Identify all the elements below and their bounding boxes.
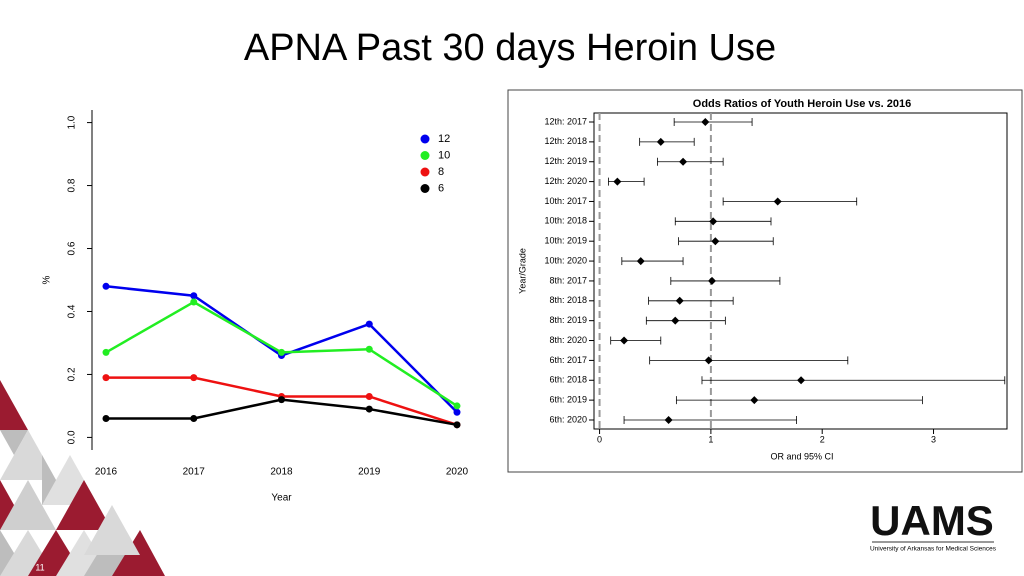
logo-subtitle: University of Arkansas for Medical Scien…	[870, 546, 997, 553]
data-point	[453, 408, 461, 416]
chart-title: Odds Ratios of Youth Heroin Use vs. 2016	[693, 98, 911, 110]
data-point	[190, 292, 198, 300]
data-point	[102, 374, 110, 382]
y-tick-label: 12th: 2019	[544, 156, 587, 166]
odds-ratio-point	[664, 416, 673, 424]
x-axis-label: Year	[271, 493, 292, 504]
odds-ratio-point	[797, 376, 806, 385]
x-tick-label: 2018	[270, 467, 293, 478]
x-tick-label: 3	[931, 434, 936, 444]
legend-swatch	[420, 134, 430, 144]
odds-ratio-point	[711, 237, 720, 246]
y-tick-label: 0.0	[67, 430, 78, 444]
odds-ratio-point	[773, 197, 782, 206]
y-tick-label: 8th: 2017	[549, 275, 587, 285]
y-tick-label: 0.2	[67, 367, 78, 381]
y-axis-label: %	[42, 275, 53, 284]
y-tick-label: 6th: 2018	[549, 375, 587, 385]
chart-frame	[507, 89, 1023, 473]
data-point	[278, 396, 285, 404]
legend-label: 6	[438, 182, 444, 194]
y-tick-label: 1.0	[67, 115, 78, 129]
x-tick-label: 1	[708, 434, 713, 444]
odds-ratio-point	[675, 296, 684, 305]
legend-swatch	[420, 151, 430, 160]
odds-ratio-point	[709, 217, 718, 226]
y-tick-label: 0.4	[67, 304, 78, 318]
x-tick-label: 2017	[183, 467, 206, 478]
legend-swatch	[420, 167, 430, 177]
page-number: 11	[35, 562, 44, 572]
x-tick-label: 2	[820, 434, 825, 444]
data-point	[453, 421, 461, 429]
odds-ratio-point	[656, 137, 665, 146]
y-axis-label: Year/Grade	[517, 248, 527, 294]
data-point	[365, 405, 373, 413]
odds-ratio-point	[671, 316, 680, 325]
legend-label: 8	[438, 166, 444, 178]
logo: UAMS	[870, 497, 994, 544]
data-point	[190, 298, 198, 306]
data-point	[278, 348, 285, 356]
y-tick-label: 12th: 2017	[544, 116, 587, 126]
data-point	[190, 415, 198, 423]
odds-ratio-point	[701, 118, 710, 126]
y-tick-label: 8th: 2018	[549, 295, 587, 305]
odds-ratio-point	[708, 276, 716, 285]
y-tick-label: 6th: 2017	[549, 355, 587, 365]
data-point	[365, 392, 373, 400]
x-tick-label: 2020	[446, 467, 469, 478]
y-tick-label: 8th: 2020	[549, 335, 587, 345]
y-tick-label: 8th: 2019	[549, 315, 587, 325]
odds-ratio-point	[636, 257, 645, 266]
data-point	[365, 345, 373, 353]
odds-ratio-point	[620, 336, 629, 345]
legend-swatch	[420, 184, 430, 193]
odds-ratio-point	[679, 157, 688, 166]
data-point	[102, 282, 110, 290]
data-point	[102, 415, 110, 423]
odds-ratio-point	[704, 356, 713, 365]
plot-frame	[593, 112, 1008, 430]
y-tick-label: 0.6	[67, 241, 78, 255]
y-tick-label: 0.8	[67, 178, 78, 192]
y-tick-label: 10th: 2017	[544, 196, 587, 206]
y-tick-label: 12th: 2018	[544, 136, 587, 146]
x-tick-label: 2019	[358, 467, 381, 478]
decoration	[0, 380, 165, 576]
series-line	[106, 398, 458, 427]
y-tick-label: 10th: 2018	[544, 216, 587, 226]
slide-title: APNA Past 30 days Heroin Use	[244, 27, 776, 69]
y-tick-label: 10th: 2020	[544, 255, 587, 265]
data-point	[365, 320, 373, 328]
legend-label: 10	[438, 149, 450, 161]
y-tick-label: 12th: 2020	[544, 176, 587, 186]
odds-ratio-point	[613, 177, 622, 186]
x-tick-label: 0	[597, 434, 602, 444]
data-point	[453, 402, 461, 410]
odds-ratio-point	[750, 396, 759, 405]
x-axis-label: OR and 95% CI	[770, 451, 833, 461]
y-tick-label: 6th: 2020	[549, 414, 587, 424]
y-tick-label: 10th: 2019	[544, 236, 587, 246]
y-tick-label: 6th: 2019	[549, 395, 587, 405]
x-tick-label: 2016	[95, 467, 118, 478]
legend-label: 12	[438, 133, 450, 145]
data-point	[102, 348, 110, 356]
data-point	[190, 374, 198, 382]
